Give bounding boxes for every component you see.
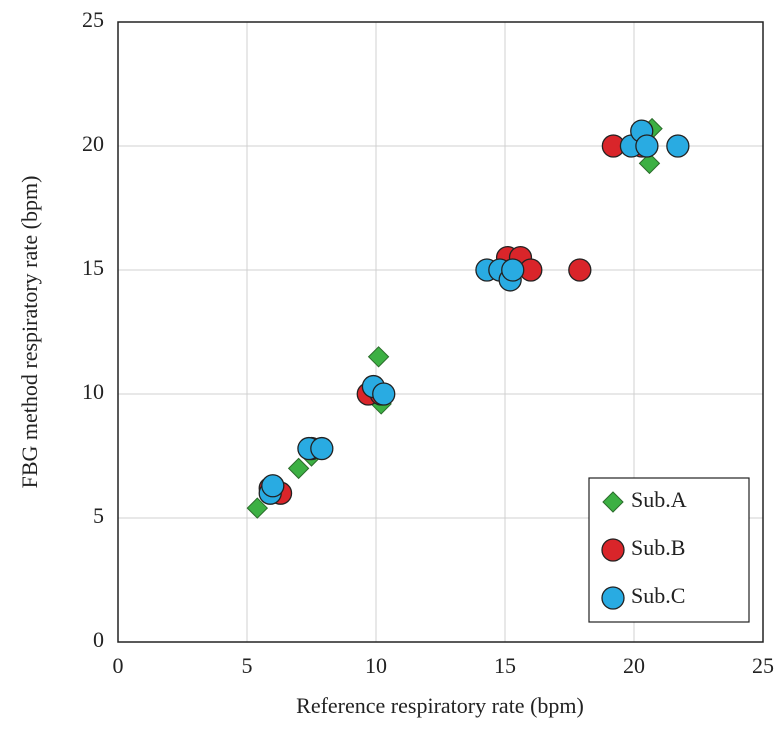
point (666, 134, 690, 158)
x-tick-label: 25 (752, 653, 774, 678)
x-tick-label: 5 (242, 653, 253, 678)
y-tick-label: 0 (93, 627, 104, 652)
point (568, 258, 592, 282)
plot-frame (117, 21, 764, 643)
legend-marker (601, 586, 625, 610)
point (310, 436, 334, 461)
point (638, 152, 661, 175)
legend-marker (601, 538, 625, 562)
x-axis-title: Reference respiratory rate (bpm) (296, 693, 584, 718)
x-tick-label: 20 (623, 653, 645, 678)
legend-label: Sub.A (631, 487, 687, 512)
point (367, 346, 390, 368)
y-axis-title: FBG method respiratory rate (bpm) (17, 176, 42, 489)
y-tick-label: 10 (82, 379, 104, 404)
point (635, 134, 659, 158)
point (372, 382, 396, 406)
y-tick-label: 15 (82, 255, 104, 280)
point (246, 497, 269, 519)
y-tick-label: 20 (82, 131, 104, 156)
x-tick-label: 10 (365, 653, 387, 678)
point (501, 258, 525, 282)
legend-label: Sub.B (631, 535, 685, 560)
legend-marker (602, 491, 624, 513)
legend-label: Sub.C (631, 583, 685, 608)
y-tick-label: 5 (93, 503, 104, 528)
point (287, 457, 310, 480)
point (261, 474, 285, 498)
x-tick-label: 15 (494, 653, 516, 678)
x-tick-label: 0 (113, 653, 124, 678)
y-tick-label: 25 (82, 7, 104, 32)
